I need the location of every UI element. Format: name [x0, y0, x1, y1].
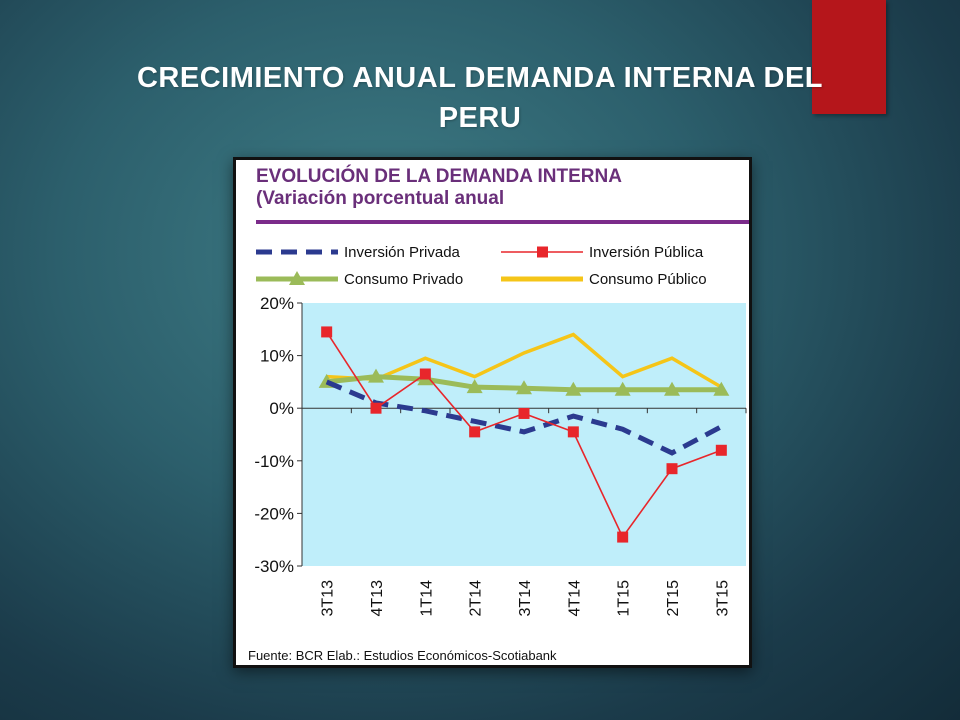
legend-label: Inversión Pública	[589, 244, 704, 261]
x-tick-label: 2T15	[665, 580, 682, 617]
slide-title: CRECIMIENTO ANUAL DEMANDA INTERNA DEL PE…	[60, 58, 900, 138]
x-tick-label: 2T14	[468, 580, 485, 617]
y-tick-label: -10%	[254, 452, 294, 471]
data-point-triangle	[368, 368, 384, 383]
x-tick-label: 1T14	[418, 580, 435, 617]
chart-image-frame: EVOLUCIÓN DE LA DEMANDA INTERNA (Variaci…	[233, 157, 752, 668]
data-point-triangle	[466, 379, 483, 394]
series-line-inversi-n-privada	[325, 379, 723, 456]
chart-title: EVOLUCIÓN DE LA DEMANDA INTERNA	[256, 166, 622, 187]
data-point-triangle	[664, 381, 680, 396]
data-point-triangle	[713, 381, 730, 396]
y-tick-label: -30%	[254, 557, 294, 576]
slide-title-line1: CRECIMIENTO ANUAL DEMANDA INTERNA DEL	[136, 62, 824, 94]
plot-area	[302, 303, 746, 566]
chart-title-block: EVOLUCIÓN DE LA DEMANDA INTERNA (Variaci…	[256, 166, 622, 210]
x-tick-label: 4T14	[566, 580, 583, 617]
chart-subtitle: (Variación porcentual anual	[256, 188, 505, 209]
data-point-triangle	[614, 381, 631, 396]
data-point-square	[715, 444, 727, 456]
series-line-consumo-p-blico	[326, 332, 723, 389]
slide-title-line2: PERU	[438, 102, 522, 134]
data-point-square	[666, 463, 678, 475]
x-tick-label: 4T13	[369, 580, 386, 617]
y-tick-label: 0%	[269, 399, 294, 418]
chart-svg: 20% 10% 0% -10% -20% -30% 3T13 4T13 1T14 2T14 3T14…	[254, 244, 747, 617]
chart-source: Fuente: BCR Elab.: Estudios Económicos-S…	[248, 648, 557, 663]
data-point-triangle	[565, 381, 582, 396]
data-point-triangle	[516, 380, 532, 395]
x-tick-label: 3T13	[320, 580, 337, 617]
data-point-square	[469, 426, 481, 438]
red-accent-tab	[812, 0, 886, 114]
legend-label: Inversión Privada	[344, 244, 461, 261]
data-point-square	[419, 368, 431, 380]
title-divider	[256, 220, 749, 224]
y-tick-label: -20%	[254, 504, 294, 523]
x-tick-label: 3T14	[517, 580, 534, 617]
data-point-square	[370, 402, 382, 414]
x-tick-label: 3T15	[714, 580, 731, 617]
data-point-square	[567, 426, 579, 438]
x-tick-label: 1T15	[616, 580, 633, 617]
legend-marker	[289, 271, 305, 285]
y-tick-label: 10%	[260, 347, 294, 366]
legend-label: Consumo Privado	[344, 271, 463, 288]
data-point-square	[518, 407, 530, 419]
data-point-square	[617, 531, 629, 543]
data-point-square	[321, 326, 333, 338]
legend-marker	[537, 246, 548, 258]
legend-label: Consumo Público	[589, 271, 707, 288]
y-tick-label: 20%	[260, 294, 294, 313]
